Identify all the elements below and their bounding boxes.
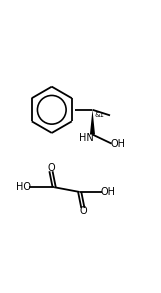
Text: O: O <box>47 163 55 173</box>
Text: HO: HO <box>16 182 31 192</box>
Polygon shape <box>90 110 95 134</box>
Text: O: O <box>79 207 87 217</box>
Text: OH: OH <box>110 139 126 149</box>
Text: &1: &1 <box>94 112 104 118</box>
Text: HN: HN <box>79 133 94 143</box>
Text: OH: OH <box>100 187 115 197</box>
